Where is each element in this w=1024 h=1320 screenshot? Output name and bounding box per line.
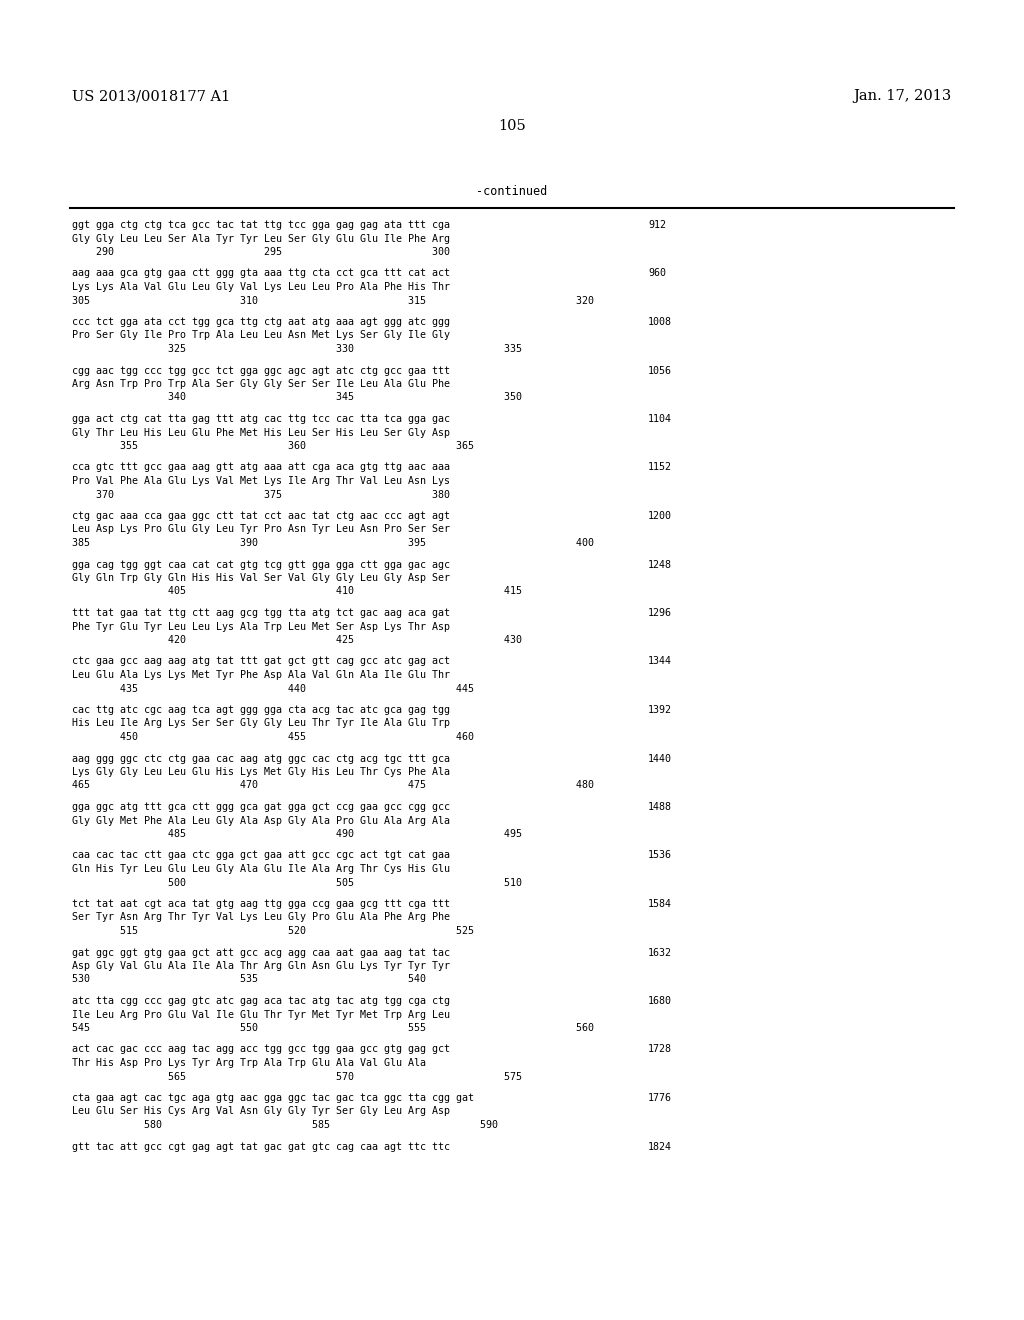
Text: 1680: 1680 — [648, 997, 672, 1006]
Text: 340                         345                         350: 340 345 350 — [72, 392, 522, 403]
Text: 305                         310                         315                     : 305 310 315 — [72, 296, 594, 305]
Text: Pro Ser Gly Ile Pro Trp Ala Leu Leu Asn Met Lys Ser Gly Ile Gly: Pro Ser Gly Ile Pro Trp Ala Leu Leu Asn … — [72, 330, 450, 341]
Text: 580                         585                         590: 580 585 590 — [72, 1119, 498, 1130]
Text: 450                         455                         460: 450 455 460 — [72, 733, 474, 742]
Text: 370                         375                         380: 370 375 380 — [72, 490, 450, 499]
Text: ttt tat gaa tat ttg ctt aag gcg tgg tta atg tct gac aag aca gat: ttt tat gaa tat ttg ctt aag gcg tgg tta … — [72, 609, 450, 618]
Text: Pro Val Phe Ala Glu Lys Val Met Lys Ile Arg Thr Val Leu Asn Lys: Pro Val Phe Ala Glu Lys Val Met Lys Ile … — [72, 477, 450, 486]
Text: act cac gac ccc aag tac agg acc tgg gcc tgg gaa gcc gtg gag gct: act cac gac ccc aag tac agg acc tgg gcc … — [72, 1044, 450, 1055]
Text: 912: 912 — [648, 220, 666, 230]
Text: Ser Tyr Asn Arg Thr Tyr Val Lys Leu Gly Pro Glu Ala Phe Arg Phe: Ser Tyr Asn Arg Thr Tyr Val Lys Leu Gly … — [72, 912, 450, 923]
Text: caa cac tac ctt gaa ctc gga gct gaa att gcc cgc act tgt cat gaa: caa cac tac ctt gaa ctc gga gct gaa att … — [72, 850, 450, 861]
Text: gga act ctg cat tta gag ttt atg cac ttg tcc cac tta tca gga gac: gga act ctg cat tta gag ttt atg cac ttg … — [72, 414, 450, 424]
Text: 485                         490                         495: 485 490 495 — [72, 829, 522, 840]
Text: 545                         550                         555                     : 545 550 555 — [72, 1023, 594, 1034]
Text: 515                         520                         525: 515 520 525 — [72, 927, 474, 936]
Text: US 2013/0018177 A1: US 2013/0018177 A1 — [72, 88, 230, 103]
Text: gat ggc ggt gtg gaa gct att gcc acg agg caa aat gaa aag tat tac: gat ggc ggt gtg gaa gct att gcc acg agg … — [72, 948, 450, 957]
Text: cac ttg atc cgc aag tca agt ggg gga cta acg tac atc gca gag tgg: cac ttg atc cgc aag tca agt ggg gga cta … — [72, 705, 450, 715]
Text: aag ggg ggc ctc ctg gaa cac aag atg ggc cac ctg acg tgc ttt gca: aag ggg ggc ctc ctg gaa cac aag atg ggc … — [72, 754, 450, 763]
Text: ccc tct gga ata cct tgg gca ttg ctg aat atg aaa agt ggg atc ggg: ccc tct gga ata cct tgg gca ttg ctg aat … — [72, 317, 450, 327]
Text: 1200: 1200 — [648, 511, 672, 521]
Text: cgg aac tgg ccc tgg gcc tct gga ggc agc agt atc ctg gcc gaa ttt: cgg aac tgg ccc tgg gcc tct gga ggc agc … — [72, 366, 450, 375]
Text: 420                         425                         430: 420 425 430 — [72, 635, 522, 645]
Text: 105: 105 — [498, 119, 526, 133]
Text: 960: 960 — [648, 268, 666, 279]
Text: 1776: 1776 — [648, 1093, 672, 1104]
Text: His Leu Ile Arg Lys Ser Ser Gly Gly Leu Thr Tyr Ile Ala Glu Trp: His Leu Ile Arg Lys Ser Ser Gly Gly Leu … — [72, 718, 450, 729]
Text: Leu Asp Lys Pro Glu Gly Leu Tyr Pro Asn Tyr Leu Asn Pro Ser Ser: Leu Asp Lys Pro Glu Gly Leu Tyr Pro Asn … — [72, 524, 450, 535]
Text: Gly Gly Leu Leu Ser Ala Tyr Tyr Leu Ser Gly Glu Glu Ile Phe Arg: Gly Gly Leu Leu Ser Ala Tyr Tyr Leu Ser … — [72, 234, 450, 243]
Text: 1728: 1728 — [648, 1044, 672, 1055]
Text: Jan. 17, 2013: Jan. 17, 2013 — [854, 88, 952, 103]
Text: -continued: -continued — [476, 185, 548, 198]
Text: 385                         390                         395                     : 385 390 395 — [72, 539, 594, 548]
Text: gga cag tgg ggt caa cat cat gtg tcg gtt gga gga ctt gga gac agc: gga cag tgg ggt caa cat cat gtg tcg gtt … — [72, 560, 450, 569]
Text: Gly Gly Met Phe Ala Leu Gly Ala Asp Gly Ala Pro Glu Ala Arg Ala: Gly Gly Met Phe Ala Leu Gly Ala Asp Gly … — [72, 816, 450, 825]
Text: tct tat aat cgt aca tat gtg aag ttg gga ccg gaa gcg ttt cga ttt: tct tat aat cgt aca tat gtg aag ttg gga … — [72, 899, 450, 909]
Text: ggt gga ctg ctg tca gcc tac tat ttg tcc gga gag gag ata ttt cga: ggt gga ctg ctg tca gcc tac tat ttg tcc … — [72, 220, 450, 230]
Text: Gly Thr Leu His Leu Glu Phe Met His Leu Ser His Leu Ser Gly Asp: Gly Thr Leu His Leu Glu Phe Met His Leu … — [72, 428, 450, 437]
Text: aag aaa gca gtg gaa ctt ggg gta aaa ttg cta cct gca ttt cat act: aag aaa gca gtg gaa ctt ggg gta aaa ttg … — [72, 268, 450, 279]
Text: Asp Gly Val Glu Ala Ile Ala Thr Arg Gln Asn Glu Lys Tyr Tyr Tyr: Asp Gly Val Glu Ala Ile Ala Thr Arg Gln … — [72, 961, 450, 972]
Text: 1344: 1344 — [648, 656, 672, 667]
Text: 405                         410                         415: 405 410 415 — [72, 586, 522, 597]
Text: 1152: 1152 — [648, 462, 672, 473]
Text: 565                         570                         575: 565 570 575 — [72, 1072, 522, 1081]
Text: 1488: 1488 — [648, 803, 672, 812]
Text: 325                         330                         335: 325 330 335 — [72, 345, 522, 354]
Text: 290                         295                         300: 290 295 300 — [72, 247, 450, 257]
Text: Leu Glu Ser His Cys Arg Val Asn Gly Gly Tyr Ser Gly Leu Arg Asp: Leu Glu Ser His Cys Arg Val Asn Gly Gly … — [72, 1106, 450, 1117]
Text: Thr His Asp Pro Lys Tyr Arg Trp Ala Trp Glu Ala Val Glu Ala: Thr His Asp Pro Lys Tyr Arg Trp Ala Trp … — [72, 1059, 426, 1068]
Text: Gln His Tyr Leu Glu Leu Gly Ala Glu Ile Ala Arg Thr Cys His Glu: Gln His Tyr Leu Glu Leu Gly Ala Glu Ile … — [72, 865, 450, 874]
Text: 1632: 1632 — [648, 948, 672, 957]
Text: Leu Glu Ala Lys Lys Met Tyr Phe Asp Ala Val Gln Ala Ile Glu Thr: Leu Glu Ala Lys Lys Met Tyr Phe Asp Ala … — [72, 671, 450, 680]
Text: gga ggc atg ttt gca ctt ggg gca gat gga gct ccg gaa gcc cgg gcc: gga ggc atg ttt gca ctt ggg gca gat gga … — [72, 803, 450, 812]
Text: Gly Gln Trp Gly Gln His His Val Ser Val Gly Gly Leu Gly Asp Ser: Gly Gln Trp Gly Gln His His Val Ser Val … — [72, 573, 450, 583]
Text: 530                         535                         540: 530 535 540 — [72, 974, 426, 985]
Text: Lys Gly Gly Leu Leu Glu His Lys Met Gly His Leu Thr Cys Phe Ala: Lys Gly Gly Leu Leu Glu His Lys Met Gly … — [72, 767, 450, 777]
Text: 1392: 1392 — [648, 705, 672, 715]
Text: Lys Lys Ala Val Glu Leu Gly Val Lys Leu Leu Pro Ala Phe His Thr: Lys Lys Ala Val Glu Leu Gly Val Lys Leu … — [72, 282, 450, 292]
Text: Arg Asn Trp Pro Trp Ala Ser Gly Gly Ser Ser Ile Leu Ala Glu Phe: Arg Asn Trp Pro Trp Ala Ser Gly Gly Ser … — [72, 379, 450, 389]
Text: 435                         440                         445: 435 440 445 — [72, 684, 474, 693]
Text: 1440: 1440 — [648, 754, 672, 763]
Text: 465                         470                         475                     : 465 470 475 — [72, 780, 594, 791]
Text: Phe Tyr Glu Tyr Leu Leu Lys Ala Trp Leu Met Ser Asp Lys Thr Asp: Phe Tyr Glu Tyr Leu Leu Lys Ala Trp Leu … — [72, 622, 450, 631]
Text: 1056: 1056 — [648, 366, 672, 375]
Text: cca gtc ttt gcc gaa aag gtt atg aaa att cga aca gtg ttg aac aaa: cca gtc ttt gcc gaa aag gtt atg aaa att … — [72, 462, 450, 473]
Text: 355                         360                         365: 355 360 365 — [72, 441, 474, 451]
Text: ctg gac aaa cca gaa ggc ctt tat cct aac tat ctg aac ccc agt agt: ctg gac aaa cca gaa ggc ctt tat cct aac … — [72, 511, 450, 521]
Text: gtt tac att gcc cgt gag agt tat gac gat gtc cag caa agt ttc ttc: gtt tac att gcc cgt gag agt tat gac gat … — [72, 1142, 450, 1151]
Text: 1536: 1536 — [648, 850, 672, 861]
Text: atc tta cgg ccc gag gtc atc gag aca tac atg tac atg tgg cga ctg: atc tta cgg ccc gag gtc atc gag aca tac … — [72, 997, 450, 1006]
Text: 1248: 1248 — [648, 560, 672, 569]
Text: 1296: 1296 — [648, 609, 672, 618]
Text: 1008: 1008 — [648, 317, 672, 327]
Text: Ile Leu Arg Pro Glu Val Ile Glu Thr Tyr Met Tyr Met Trp Arg Leu: Ile Leu Arg Pro Glu Val Ile Glu Thr Tyr … — [72, 1010, 450, 1019]
Text: cta gaa agt cac tgc aga gtg aac gga ggc tac gac tca ggc tta cgg gat: cta gaa agt cac tgc aga gtg aac gga ggc … — [72, 1093, 474, 1104]
Text: ctc gaa gcc aag aag atg tat ttt gat gct gtt cag gcc atc gag act: ctc gaa gcc aag aag atg tat ttt gat gct … — [72, 656, 450, 667]
Text: 1104: 1104 — [648, 414, 672, 424]
Text: 1824: 1824 — [648, 1142, 672, 1151]
Text: 500                         505                         510: 500 505 510 — [72, 878, 522, 887]
Text: 1584: 1584 — [648, 899, 672, 909]
